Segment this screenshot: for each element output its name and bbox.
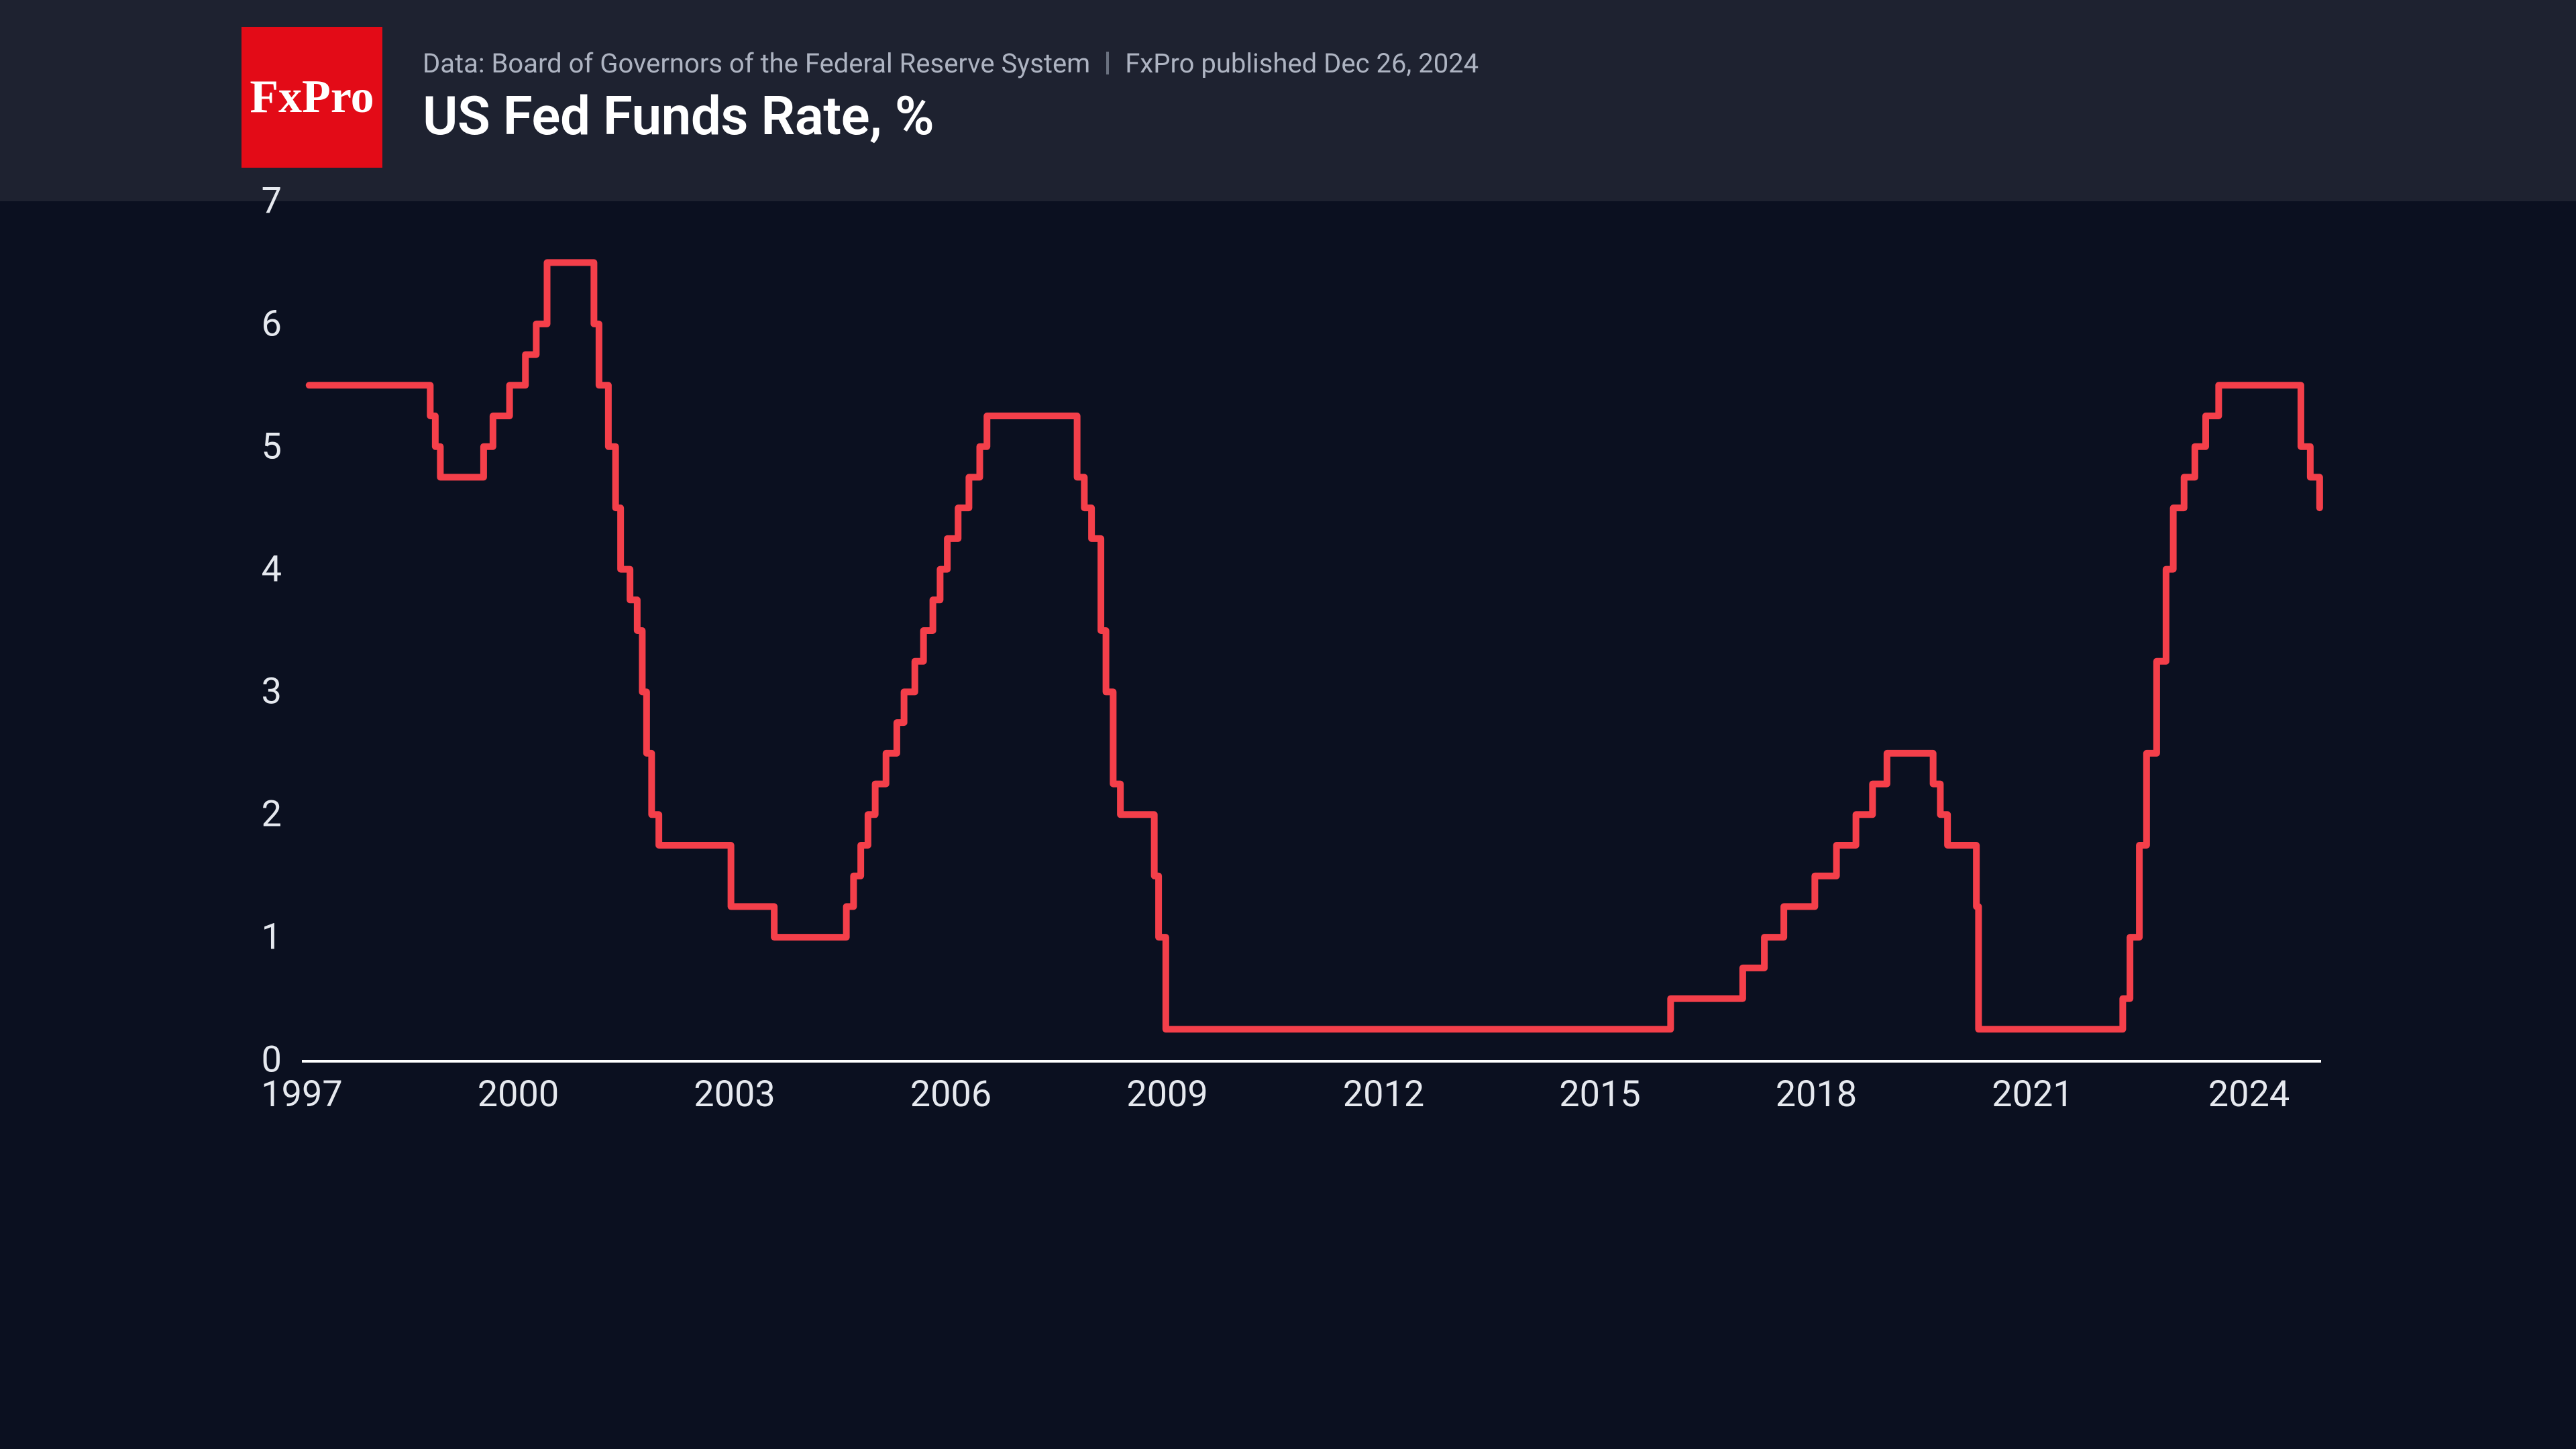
y-tick-label: 5 [228, 425, 282, 468]
fxpro-logo: FxPro [241, 27, 382, 168]
y-tick-label: 6 [228, 303, 282, 345]
page-root: FxPro Data: Board of Governors of the Fe… [0, 0, 2576, 1449]
x-tick-label: 2015 [1559, 1073, 1640, 1116]
y-tick-label: 1 [228, 916, 282, 959]
x-axis: 1997200020032006200920122015201820212024 [302, 1073, 2321, 1140]
chart-title: US Fed Funds Rate, % [423, 85, 1479, 148]
logo-text: FxPro [250, 70, 374, 124]
x-tick-label: 2018 [1776, 1073, 1857, 1116]
x-tick-label: 2021 [1992, 1073, 2073, 1116]
x-tick-label: 2009 [1126, 1073, 1208, 1116]
header-bar: FxPro Data: Board of Governors of the Fe… [0, 0, 2576, 201]
y-tick-label: 3 [228, 671, 282, 713]
plot-region [302, 201, 2321, 1060]
y-tick-label: 2 [228, 794, 282, 836]
x-tick-label: 1997 [261, 1073, 342, 1116]
y-tick-label: 7 [228, 180, 282, 223]
subtitle-row: Data: Board of Governors of the Federal … [423, 48, 1479, 79]
x-tick-label: 2000 [478, 1073, 559, 1116]
x-tick-label: 2003 [694, 1073, 775, 1116]
y-tick-label: 4 [228, 548, 282, 590]
published-label: FxPro published Dec 26, 2024 [1125, 48, 1479, 79]
data-source-label: Data: Board of Governors of the Federal … [423, 48, 1090, 79]
line-chart-svg [302, 201, 2321, 1060]
chart-area: 01234567 1997200020032006200920122015201… [241, 201, 2321, 1140]
subtitle-separator [1106, 52, 1109, 74]
x-axis-baseline [302, 1060, 2321, 1063]
x-tick-label: 2024 [2208, 1073, 2290, 1116]
fed-funds-rate-line [309, 262, 2320, 1029]
x-tick-label: 2012 [1343, 1073, 1424, 1116]
header-text-block: Data: Board of Governors of the Federal … [423, 48, 1479, 148]
x-tick-label: 2006 [910, 1073, 991, 1116]
